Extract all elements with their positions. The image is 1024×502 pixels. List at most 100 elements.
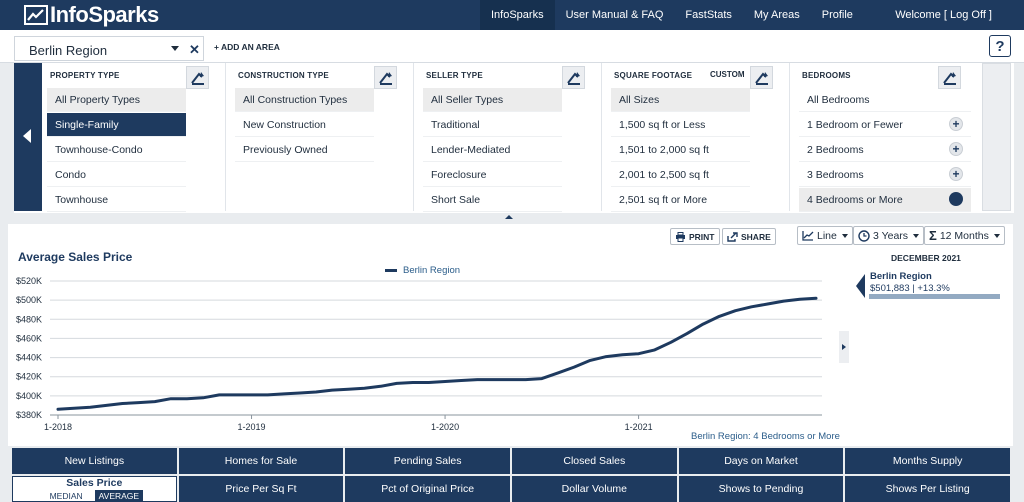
filter-option[interactable]: Condo <box>47 163 186 187</box>
compare-toggle-icon[interactable] <box>562 66 585 89</box>
filter-header: SELLER TYPE <box>426 71 483 80</box>
filter-option[interactable]: Traditional <box>423 113 562 137</box>
collapse-filters-button[interactable] <box>14 63 42 211</box>
nav-item-user-manual[interactable]: User Manual & FAQ <box>565 9 664 21</box>
main-nav: InfoSparks User Manual & FAQ FastStats M… <box>480 0 864 30</box>
print-button[interactable]: PRINT <box>670 228 720 245</box>
side-panel-toggle[interactable] <box>839 331 849 363</box>
filter-option[interactable]: Lender-Mediated <box>423 138 562 162</box>
sigma-icon: Σ <box>929 228 937 243</box>
metric-tab-pending-sales[interactable]: Pending Sales <box>345 448 510 474</box>
filter-option[interactable]: 1,501 to 2,000 sq ft <box>611 138 750 162</box>
filter-option-label: All Bedrooms <box>807 94 870 106</box>
compare-toggle-icon[interactable] <box>374 66 397 89</box>
chart-logo-icon <box>24 5 48 25</box>
chevron-down-icon[interactable] <box>171 46 179 51</box>
metric-tab-months-supply[interactable]: Months Supply <box>845 448 1010 474</box>
filter-option[interactable]: Single-Family <box>47 113 186 137</box>
data-point <box>379 384 383 388</box>
plus-icon[interactable]: + <box>949 142 963 156</box>
compare-toggle-icon[interactable] <box>750 66 773 89</box>
metric-tab-closed-sales[interactable]: Closed Sales <box>512 448 677 474</box>
series-line-berlin-region <box>56 296 818 411</box>
area-select-dropdown[interactable]: Berlin Region ✕ <box>14 36 204 61</box>
filter-option[interactable]: 1 Bedroom or Fewer + <box>799 113 971 137</box>
custom-range-link[interactable]: CUSTOM <box>710 70 745 79</box>
chart-type-dropdown[interactable]: Line <box>797 226 853 245</box>
filter-option[interactable]: 4 Bedrooms or More <box>799 188 971 212</box>
filter-option[interactable]: 1,500 sq ft or Less <box>611 113 750 137</box>
nav-item-profile[interactable]: Profile <box>821 9 853 21</box>
data-point <box>250 393 254 397</box>
metric-tab-pct-original-price[interactable]: Pct of Original Price <box>345 476 510 502</box>
share-label: SHARE <box>741 231 771 242</box>
filter-option[interactable]: All Seller Types <box>423 88 562 112</box>
filter-option[interactable]: Previously Owned <box>235 138 374 162</box>
nav-item-faststats[interactable]: FastStats <box>685 9 732 21</box>
metric-tab-dollar-volume[interactable]: Dollar Volume <box>512 476 677 502</box>
welcome-logoff-link[interactable]: Welcome [ Log Off ] <box>895 9 992 21</box>
chart-legend[interactable]: Berlin Region <box>385 265 460 276</box>
data-point <box>346 387 350 391</box>
filter-option[interactable]: 3 Bedrooms + <box>799 163 971 187</box>
time-range-dropdown[interactable]: 3 Years <box>853 226 925 245</box>
y-tick-label: $440K <box>16 353 42 363</box>
area-bar: Berlin Region ✕ + ADD AN AREA ? <box>0 30 1024 63</box>
filter-option[interactable]: Foreclosure <box>423 163 562 187</box>
metric-tab-homes-for-sale[interactable]: Homes for Sale <box>178 448 344 474</box>
detail-area-name: Berlin Region <box>870 271 932 282</box>
data-point <box>153 400 157 404</box>
metric-tab-shows-to-pending[interactable]: Shows to Pending <box>678 476 844 502</box>
filter-option[interactable]: All Bedrooms <box>799 88 971 112</box>
help-button[interactable]: ? <box>989 35 1011 57</box>
close-icon[interactable]: ✕ <box>189 42 200 57</box>
filter-option[interactable]: 2,501 sq ft or More <box>611 188 750 212</box>
metric-tab-days-on-market[interactable]: Days on Market <box>678 448 844 474</box>
metric-tab-sales-price[interactable]: Sales Price MEDIAN AVERAGE <box>12 476 177 502</box>
filter-option-label: 1 Bedroom or Fewer <box>807 119 903 131</box>
data-point <box>798 297 802 301</box>
data-point <box>362 386 366 390</box>
top-nav-bar: InfoSparks InfoSparks User Manual & FAQ … <box>0 0 1024 30</box>
filter-option[interactable]: New Construction <box>235 113 374 137</box>
infosparks-logo[interactable]: InfoSparks <box>0 0 200 30</box>
y-tick-label: $480K <box>16 314 42 324</box>
data-point <box>137 401 141 405</box>
compare-toggle-icon[interactable] <box>938 66 961 89</box>
average-option[interactable]: AVERAGE <box>94 489 144 502</box>
share-button[interactable]: SHARE <box>722 228 776 245</box>
metric-tab-shows-per-listing[interactable]: Shows Per Listing <box>845 476 1010 502</box>
median-option[interactable]: MEDIAN <box>49 490 83 501</box>
data-point <box>620 353 624 357</box>
compare-toggle-icon[interactable] <box>186 66 209 89</box>
filter-option[interactable]: 2,001 to 2,500 sq ft <box>611 163 750 187</box>
add-area-button[interactable]: + ADD AN AREA <box>214 42 280 52</box>
rolling-average-value: 12 Months <box>939 229 989 242</box>
metric-tab-new-listings[interactable]: New Listings <box>12 448 177 474</box>
data-point <box>766 302 770 306</box>
plus-icon[interactable]: + <box>949 167 963 181</box>
filter-option[interactable]: All Construction Types <box>235 88 374 112</box>
filter-option[interactable]: Townhouse-Condo <box>47 138 186 162</box>
collapse-panel-toggle[interactable] <box>499 213 519 222</box>
data-point <box>685 332 689 336</box>
share-icon <box>727 231 738 242</box>
detail-bar <box>869 294 1000 299</box>
filter-header: SQUARE FOOTAGE <box>614 71 693 80</box>
metric-tab-price-per-sq-ft[interactable]: Price Per Sq Ft <box>178 476 344 502</box>
selected-dot-icon[interactable] <box>949 192 963 206</box>
filters-scroll-area[interactable] <box>982 63 1011 211</box>
filter-option[interactable]: All Property Types <box>47 88 186 112</box>
filter-option[interactable]: All Sizes <box>611 88 750 112</box>
y-tick-label: $460K <box>16 333 42 343</box>
filter-option[interactable]: 2 Bedrooms + <box>799 138 971 162</box>
plus-icon[interactable]: + <box>949 117 963 131</box>
rolling-average-dropdown[interactable]: Σ 12 Months <box>924 226 1005 245</box>
filter-option[interactable]: Short Sale <box>423 188 562 212</box>
data-point <box>330 388 334 392</box>
data-point <box>56 407 60 411</box>
filter-option[interactable]: Townhouse <box>47 188 186 212</box>
nav-item-infosparks[interactable]: InfoSparks <box>480 0 555 30</box>
nav-item-my-areas[interactable]: My Areas <box>753 9 800 21</box>
